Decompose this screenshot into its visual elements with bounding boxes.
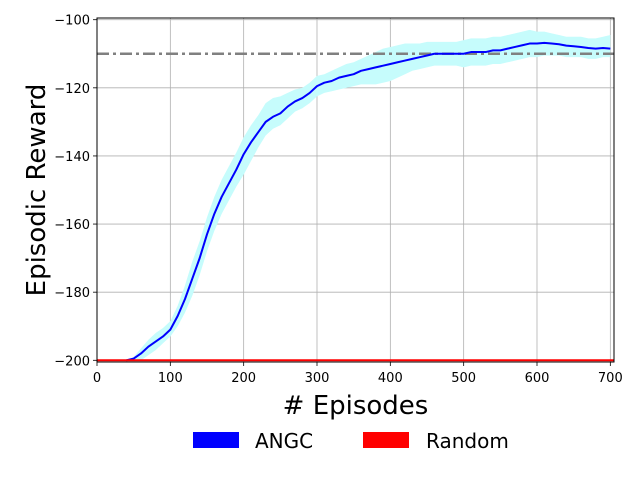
x-tick-label: 100 [158,371,183,386]
y-tick-label: −200 [54,354,90,369]
legend: ANGC Random [193,429,509,453]
x-axis-label: # Episodes [283,391,429,421]
y-tick-label: −100 [54,14,90,29]
x-tick-label: 500 [451,371,476,386]
y-tick-label: −160 [54,218,90,233]
x-tick-label: 200 [231,371,256,386]
y-ticks: −200 −180 −160 −140 −120 −100 [54,14,97,369]
legend-label-angc: ANGC [255,429,313,453]
grid [96,18,614,362]
y-tick-label: −140 [54,150,90,165]
angc-band-area [126,29,611,361]
plot-frame [96,17,615,363]
x-tick-label: 0 [93,371,101,386]
x-ticks: 0 100 200 300 400 500 600 700 [93,362,623,386]
x-tick-label: 400 [378,371,403,386]
x-tick-label: 600 [525,371,550,386]
x-tick-label: 300 [305,371,330,386]
legend-label-random: Random [426,429,509,453]
y-tick-label: −120 [54,82,90,97]
legend-swatch-angc [193,432,239,448]
series-lines [97,41,614,362]
series-line-angc [126,41,611,362]
x-tick-label: 700 [598,371,623,386]
y-axis-label: Episodic Reward [22,84,52,297]
legend-swatch-random [363,432,409,448]
angc-confidence-band [126,29,611,361]
y-tick-label: −180 [54,286,90,301]
